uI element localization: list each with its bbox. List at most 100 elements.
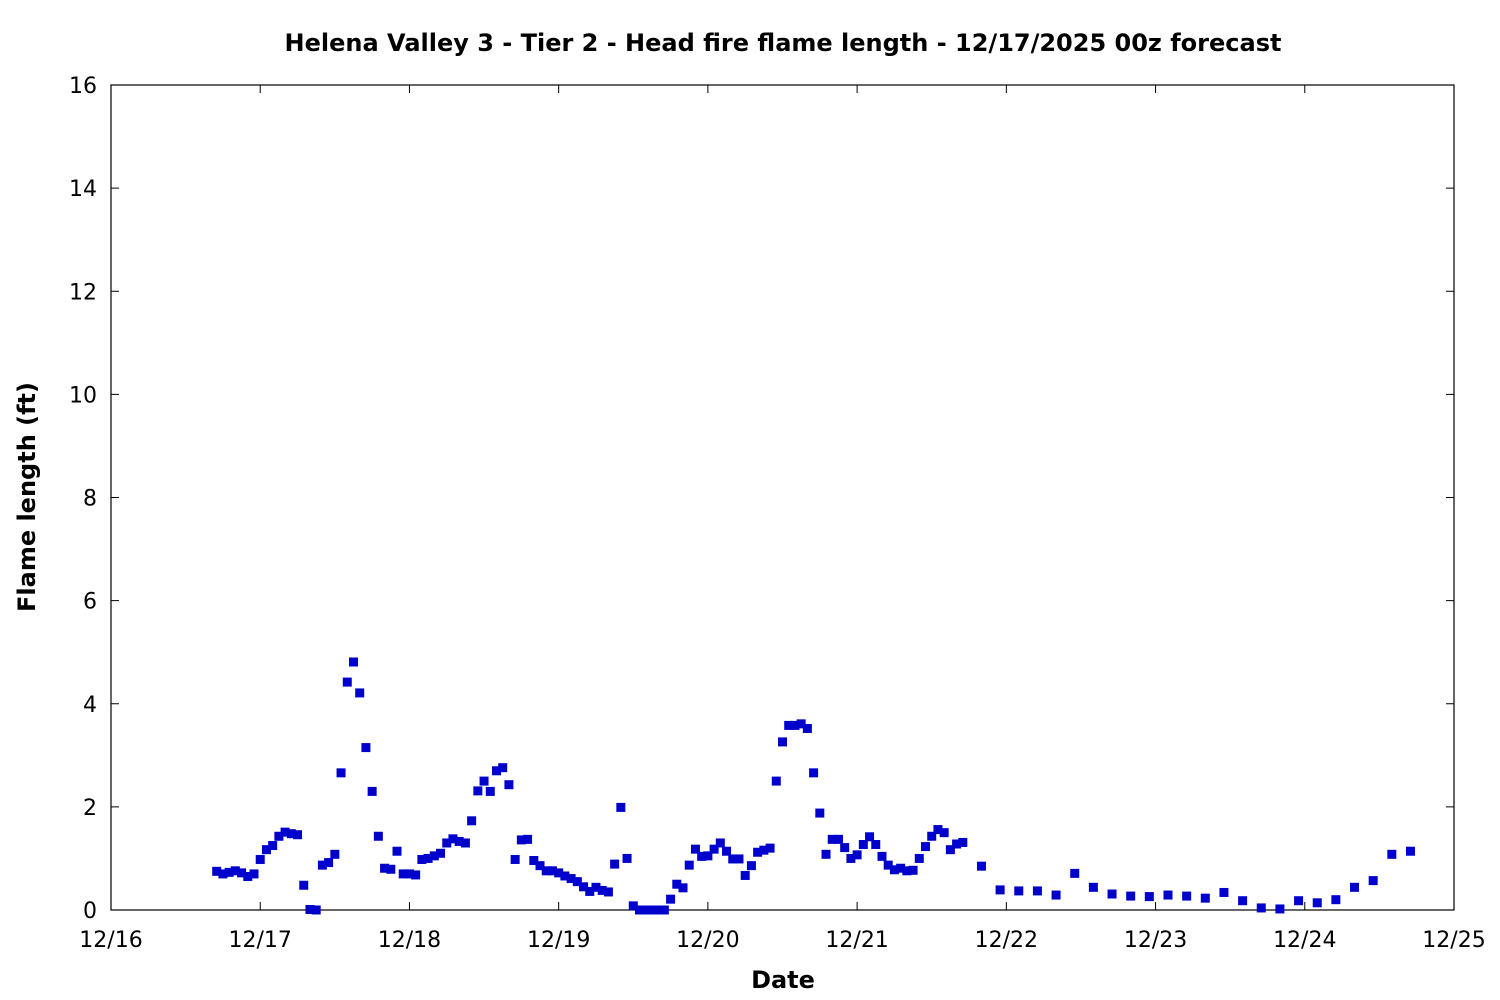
data-point [1051,890,1061,900]
data-point [1163,890,1173,900]
data-point [367,786,377,796]
data-point [889,865,899,875]
data-point [715,838,725,848]
data-point [1032,886,1042,896]
data-point [952,839,962,849]
data-point [1368,876,1378,886]
data-point [1219,887,1229,897]
data-point [1070,868,1080,878]
data-point [249,869,259,879]
y-tick-label: 6 [83,590,97,615]
data-point [709,844,719,854]
data-point [771,776,781,786]
data-point [380,863,390,873]
data-point [274,831,284,841]
data-point [628,901,638,911]
data-point [572,877,582,887]
data-point [429,851,439,861]
data-point [261,845,271,855]
x-tick-label: 12/16 [79,928,142,953]
data-point [1350,882,1360,892]
data-point [1387,849,1397,859]
plot-frame [110,84,1455,911]
data-point [504,780,514,790]
data-point [914,853,924,863]
x-tick-label: 12/19 [527,928,590,953]
x-tick-label: 12/21 [825,928,888,953]
data-point [398,869,408,879]
data-point [976,861,986,871]
data-point [286,829,296,839]
data-point [616,802,626,812]
data-point [759,845,769,855]
data-point [436,848,446,858]
data-point [355,688,365,698]
x-axis: 12/16 12/17 12/18 12/19 12/20 12/21 12/22 12/23… [79,85,1486,953]
data-point [485,786,495,796]
data-point [392,846,402,856]
data-point [945,845,955,855]
data-point [498,763,508,773]
data-point [746,861,756,871]
data-point [330,849,340,859]
data-point [858,840,868,850]
data-point [896,863,906,873]
data-point [659,905,669,915]
data-point [423,853,433,863]
data-point [467,816,477,826]
data-point [479,776,489,786]
data-point [541,866,551,876]
data-point [796,719,806,729]
data-point [933,825,943,835]
data-point [293,830,303,840]
data-point [560,871,570,881]
data-point [802,724,812,733]
y-tick-label: 14 [69,177,97,202]
data-point [684,860,694,870]
data-point [224,867,234,877]
data-point [840,843,850,853]
data-point [647,905,657,915]
data-point [510,854,520,864]
data-point [243,871,253,881]
data-point [491,766,501,776]
data-point [230,866,240,876]
data-point [280,827,290,837]
data-point [778,737,787,747]
data-point [871,840,881,850]
data-point [212,866,222,876]
data-points [212,657,1415,915]
data-point [417,854,427,864]
data-point [1256,903,1266,913]
data-point [641,905,651,915]
data-point [740,870,750,880]
y-tick-label: 2 [83,796,97,821]
data-point [753,847,763,857]
data-point [765,843,775,853]
data-point [386,864,396,874]
data-point [827,834,837,844]
data-point [672,879,682,889]
data-point [566,874,576,884]
x-tick-label: 12/25 [1422,928,1485,953]
data-point [921,842,931,852]
data-point [361,743,371,753]
data-point [218,869,228,879]
data-point [442,838,452,848]
data-point [852,850,862,860]
data-point [902,866,912,876]
data-point [305,904,315,914]
data-point [579,882,589,892]
data-point [1107,889,1117,899]
y-tick-label: 0 [83,899,97,924]
data-point [342,677,352,687]
y-tick-label: 12 [69,280,97,305]
data-point [690,844,700,854]
data-point [591,882,601,892]
y-axis-label: Flame length (ft) [13,382,41,612]
data-point [336,768,346,778]
data-point [1294,896,1304,906]
data-point [877,851,887,861]
data-point [404,869,414,879]
data-point [411,870,421,880]
